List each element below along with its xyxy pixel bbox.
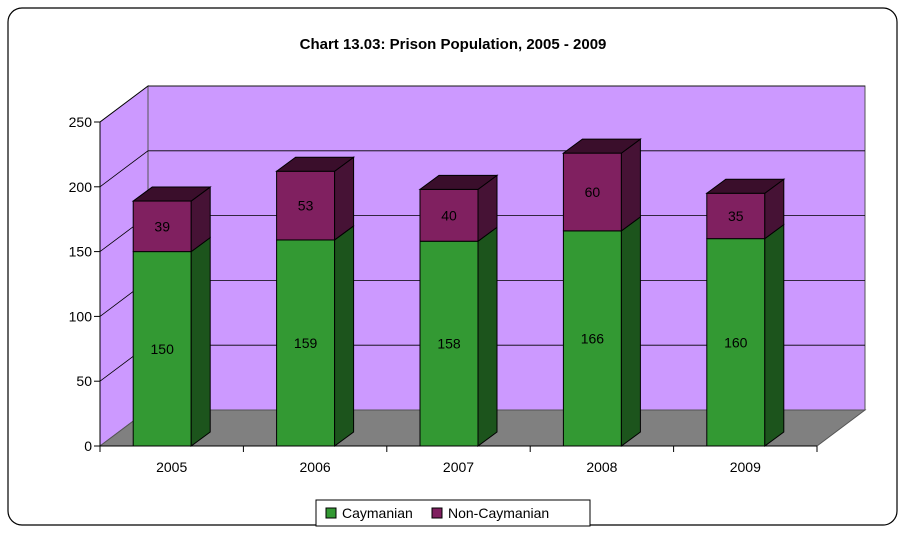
y-tick-label: 50 [76,373,92,389]
data-label: 158 [437,336,461,352]
data-label: 150 [151,341,175,357]
data-label: 53 [298,198,314,214]
x-tick-label: 2006 [300,459,331,475]
legend-swatch-non-caymanian [431,507,443,519]
y-tick-label: 150 [69,244,93,260]
data-label: 166 [581,330,605,346]
gridline [99,85,865,123]
bar-side [477,226,498,447]
bar-top [705,178,786,194]
x-tick-label: 2009 [730,459,761,475]
legend-label-non-caymanian: Non-Caymanian [448,505,549,521]
legend: Caymanian Non-Caymanian [315,499,591,527]
bar-top [561,138,642,154]
data-label: 39 [154,218,170,234]
bar-segment-caymanian: 166 [562,215,641,447]
legend-box [315,499,591,527]
legend-swatch-caymanian [325,507,337,519]
bar-segment-non-caymanian: 40 [418,174,499,243]
bar-segment-non-caymanian: 39 [131,186,212,253]
data-label: 159 [294,335,318,351]
bar-front [419,188,479,242]
bar-front [562,152,622,232]
bar-segment-caymanian: 160 [706,223,785,447]
bar-side [620,215,641,447]
bar-front [706,192,766,240]
data-label: 160 [724,334,748,350]
y-tick-label: 200 [69,179,93,195]
bar-front [276,239,336,447]
data-label: 60 [585,184,601,200]
x-tick-label: 2007 [443,459,474,475]
data-label: 40 [441,207,457,223]
bar-side [764,223,785,447]
bar-segment-non-caymanian: 53 [275,156,356,241]
y-tick-label: 0 [84,438,92,454]
x-tick-label: 2005 [156,459,187,475]
bar-segment-caymanian: 150 [132,236,211,447]
bar-segment-caymanian: 159 [276,224,355,447]
bar-segment-non-caymanian: 60 [561,138,642,232]
y-tick-label: 100 [69,308,93,324]
bar-top [275,156,356,172]
bar-top [131,186,212,202]
bar-front [562,230,622,447]
bar-side [190,236,211,447]
bar-side [620,138,641,232]
data-label: 35 [728,208,744,224]
plot-area: 0 50 100 150 200 250 2005 2006 2007 2008 2009 150 39… [69,85,867,475]
bar-side [334,224,355,447]
bar-segment-non-caymanian: 35 [705,178,786,240]
y-tick-label: 250 [69,114,93,130]
x-tick-label: 2008 [586,459,617,475]
chart-title: Chart 13.03: Prison Population, 2005 - 2… [300,36,607,53]
bar-front [419,240,479,447]
bar-segment-caymanian: 158 [419,226,498,447]
bar-top [418,174,499,190]
legend-label-caymanian: Caymanian [342,505,413,521]
bar-front [276,170,336,241]
bar-front [706,238,766,447]
